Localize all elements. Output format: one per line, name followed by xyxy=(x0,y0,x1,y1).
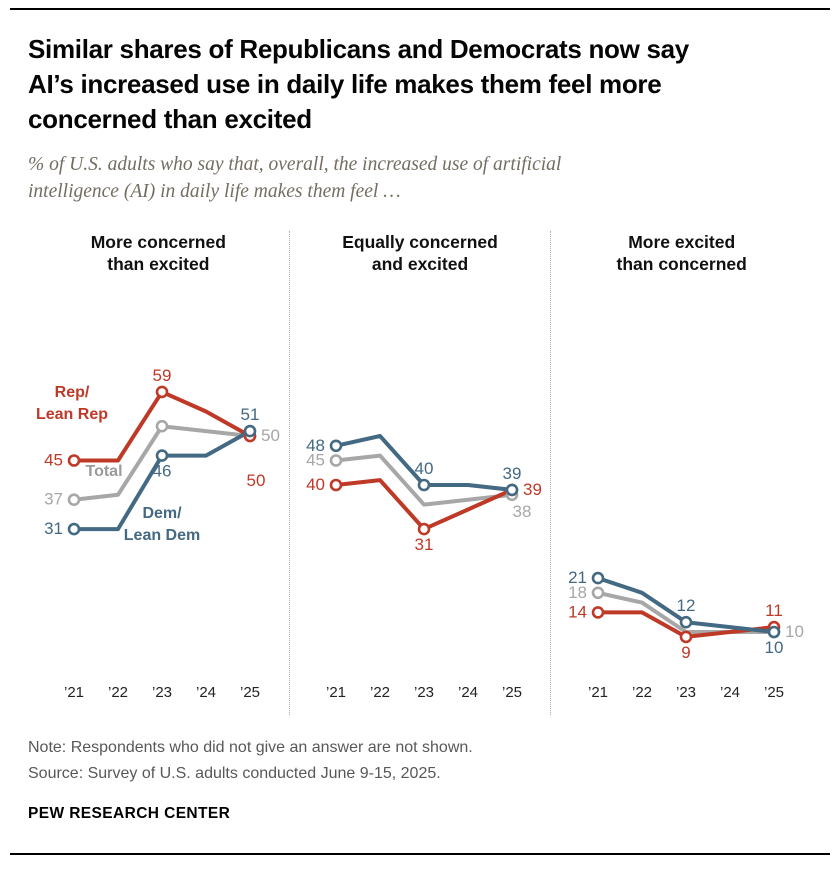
data-point-dem xyxy=(591,571,604,585)
value-label-total: 10 xyxy=(785,622,804,641)
panel-more-excited: More excited than concerned ’21 ’22 ’23 ’24… xyxy=(550,231,812,715)
legend-label-dem: Dem/ xyxy=(143,505,183,522)
value-label-total: 50 xyxy=(261,426,280,445)
data-point-rep xyxy=(329,478,343,492)
data-point-dem xyxy=(156,449,169,462)
x-tick-label: ’23 xyxy=(414,684,434,701)
data-point-dem xyxy=(244,424,257,438)
data-point-total xyxy=(156,419,169,433)
value-label-dem: 10 xyxy=(764,638,783,657)
panel-more-concerned: More concerned than excited ’21 ’22 ’23 ’24… xyxy=(28,231,289,715)
value-label-rep: 11 xyxy=(765,601,783,620)
x-tick-label: ’24 xyxy=(458,684,478,701)
x-tick-label: ’22 xyxy=(108,684,128,701)
panel-title-equally-concerned: Equally concerned and excited xyxy=(342,232,498,274)
data-point-dem xyxy=(505,483,519,497)
legend-label-total_label: Total xyxy=(86,463,123,480)
value-label-dem: 12 xyxy=(676,596,695,615)
panel-equally-concerned: Equally concerned and excited ’21’22’23’… xyxy=(288,231,551,715)
data-point-rep xyxy=(679,630,692,644)
data-point-rep xyxy=(156,385,169,399)
value-label-rep: 39 xyxy=(523,480,542,499)
top-rule xyxy=(10,8,830,10)
x-tick-label: ’21 xyxy=(326,684,346,701)
data-point-total xyxy=(591,586,604,600)
legend-label-rep: Rep/ xyxy=(55,384,90,401)
value-label-rep: 14 xyxy=(568,602,587,621)
x-tick-label: ’25 xyxy=(764,684,784,701)
subtitle-line: % of U.S. adults who say that, overall, … xyxy=(28,154,562,175)
value-label-total: 18 xyxy=(568,583,587,602)
note-text: Note: Respondents who did not give an an… xyxy=(28,739,473,756)
bottom-rule xyxy=(10,853,830,855)
panel-title-more-concerned: More concerned than excited xyxy=(90,232,226,274)
value-label-dem: 39 xyxy=(503,464,522,483)
x-tick-label: ’23 xyxy=(676,684,696,701)
value-label-rep: 40 xyxy=(306,475,325,494)
series-line-total xyxy=(334,453,514,507)
legend-label-rep: Lean Rep xyxy=(36,406,108,423)
charts-row: More concerned than excited ’21 ’22 ’23 ’24… xyxy=(28,231,812,715)
line-chart-equally-concerned: ’21 ’22 ’23 ’24 ’25 45 38 40 31 39 48 40 39 xyxy=(306,434,542,701)
x-tick-label: ’24 xyxy=(720,684,740,701)
panel-title-more-excited: More excited than concerned xyxy=(616,232,747,274)
value-label-dem: 51 xyxy=(241,405,260,424)
x-tick-label: ’21 xyxy=(588,684,608,701)
value-label-rep: 9 xyxy=(681,643,690,662)
x-tick-label: ’23 xyxy=(152,684,172,701)
data-point-rep xyxy=(68,454,81,467)
value-label-total: 37 xyxy=(44,490,63,509)
data-point-rep xyxy=(417,522,431,536)
report-page: Similar shares of Republicans and Democr… xyxy=(0,10,840,823)
chart-subtitle: % of U.S. adults who say that, overall, … xyxy=(28,151,812,205)
value-label-dem: 40 xyxy=(415,459,434,478)
source-text: Source: Survey of U.S. adults conducted … xyxy=(28,765,441,782)
value-label-total: 45 xyxy=(306,451,325,470)
title-line: concerned than excited xyxy=(28,104,312,134)
value-label-dem: 46 xyxy=(153,462,172,481)
title-line: Similar shares of Republicans and Democr… xyxy=(28,34,689,64)
data-point-rep xyxy=(591,606,604,619)
value-label-rep: 45 xyxy=(44,451,63,470)
data-point-dem xyxy=(417,478,431,492)
footnotes: Note: Respondents who did not give an an… xyxy=(28,735,812,787)
data-point-dem xyxy=(68,522,81,536)
subtitle-line: intelligence (AI) in daily life makes th… xyxy=(28,181,401,202)
value-label-rep: 50 xyxy=(247,471,266,490)
title-line: AI’s increased use in daily life makes t… xyxy=(28,69,662,99)
x-tick-label: ’22 xyxy=(632,684,652,701)
data-point-total xyxy=(329,454,343,467)
line-chart-more-concerned: ’21 ’22 ’23 ’24 ’25 37 50 45 59 50 31 46 51 Rep/Lean … xyxy=(36,366,280,701)
x-tick-label: ’25 xyxy=(502,684,522,701)
line-chart-more-excited: ’21 ’22 ’23 ’24 ’25 18 10 14 9 11 21 12 10 xyxy=(568,568,804,701)
legend-label-dem: Lean Dem xyxy=(124,527,200,544)
x-tick-label: ’25 xyxy=(240,684,260,701)
data-point-dem xyxy=(679,615,692,629)
data-point-dem xyxy=(767,625,780,639)
x-tick-label: ’24 xyxy=(196,684,216,701)
page-title: Similar shares of Republicans and Democr… xyxy=(28,32,812,137)
value-label-rep: 31 xyxy=(415,535,434,554)
value-label-dem: 21 xyxy=(568,568,587,587)
data-point-dem xyxy=(329,439,343,453)
pew-research-center-wordmark: PEW RESEARCH CENTER xyxy=(28,805,231,822)
x-tick-label: ’21 xyxy=(64,684,84,701)
value-label-total: 38 xyxy=(513,502,532,521)
data-point-total xyxy=(68,493,81,506)
x-tick-label: ’22 xyxy=(370,684,390,701)
value-label-dem: 48 xyxy=(306,436,325,455)
value-label-rep: 59 xyxy=(153,366,172,385)
value-label-dem: 31 xyxy=(44,519,63,538)
